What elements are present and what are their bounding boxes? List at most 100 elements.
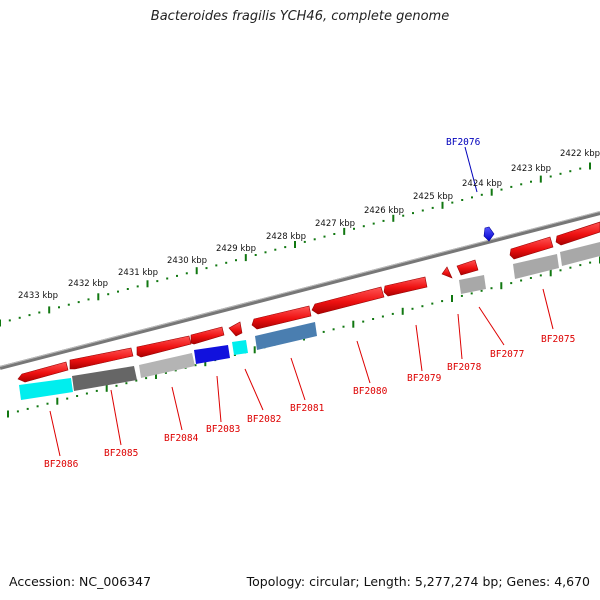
- gene-BF2077[interactable]: BF2077: [456, 259, 524, 360]
- ruler-minor-tick: [362, 225, 365, 228]
- kbp-label: 2424 kbp: [462, 179, 502, 189]
- ruler-minor-tick: [421, 305, 424, 308]
- gene-arrow[interactable]: [251, 305, 312, 330]
- ruler-minor-tick: [579, 167, 582, 170]
- ruler-major-tick: [97, 293, 100, 301]
- ruler-minor-tick: [156, 280, 159, 283]
- ruler-minor-tick: [264, 251, 267, 254]
- gene-label[interactable]: BF2081: [290, 403, 325, 414]
- gene-BF2086[interactable]: BF2086: [17, 361, 79, 470]
- ruler-minor-tick: [530, 180, 532, 183]
- gene-BF2076[interactable]: BF2076: [446, 137, 495, 242]
- kbp-label: 2425 kbp: [413, 192, 453, 202]
- gene-label[interactable]: BF2076: [446, 137, 481, 148]
- ruler-major-tick: [48, 306, 51, 314]
- ruler-minor-tick: [235, 259, 237, 262]
- gene-label[interactable]: BF2077: [490, 349, 524, 360]
- ruler-minor-tick: [559, 269, 562, 272]
- ruler-minor-tick: [194, 364, 197, 367]
- gene-arrow[interactable]: [228, 321, 243, 337]
- gene-arrow[interactable]: [509, 236, 554, 260]
- gene-feature-bar[interactable]: [255, 322, 317, 350]
- ruler-major-tick: [392, 214, 395, 222]
- gene-label[interactable]: BF2085: [104, 448, 138, 459]
- gene-arrow[interactable]: [555, 221, 600, 246]
- ruler-minor-tick: [87, 298, 90, 301]
- gene-arrow[interactable]: [456, 259, 479, 276]
- kbp-label: 2428 kbp: [266, 232, 306, 242]
- gene-feature-bar[interactable]: [19, 378, 73, 400]
- ruler-major-tick: [155, 372, 157, 379]
- ruler-minor-tick: [135, 379, 138, 382]
- ruler-minor-tick: [353, 227, 355, 230]
- gene-BF2075[interactable]: BF2075: [509, 221, 600, 345]
- ruler-minor-tick: [480, 193, 483, 196]
- ruler-minor-tick: [136, 285, 139, 288]
- gene-BF2078[interactable]: BF2078: [441, 266, 482, 373]
- ruler-minor-tick: [510, 282, 513, 285]
- gene-BF2085[interactable]: BF2085: [69, 347, 138, 459]
- ruler-minor-tick: [510, 185, 513, 188]
- ruler-minor-tick: [115, 384, 118, 387]
- gene-label[interactable]: BF2086: [44, 459, 79, 470]
- gene-BF2081[interactable]: BF2081: [251, 305, 325, 414]
- ruler-minor-tick: [490, 287, 493, 290]
- ruler-minor-tick: [95, 389, 98, 392]
- gene-arrow[interactable]: [311, 286, 385, 315]
- ruler-minor-tick: [421, 209, 424, 212]
- gene-label[interactable]: BF2079: [407, 373, 442, 384]
- gene-BF2079[interactable]: BF2079: [383, 276, 442, 384]
- ruler-major-tick: [146, 280, 149, 288]
- gene-label[interactable]: BF2083: [206, 424, 240, 435]
- ruler-minor-tick: [322, 330, 325, 333]
- ruler-minor-tick: [323, 235, 326, 238]
- gene-BF2080[interactable]: BF2080: [311, 286, 388, 397]
- kbp-label: 2431 kbp: [118, 268, 158, 278]
- gene-feature-bar[interactable]: [194, 345, 230, 364]
- gene-arrow[interactable]: [69, 347, 134, 370]
- ruler-minor-tick: [460, 294, 463, 297]
- gene-BF2082[interactable]: BF2082: [228, 321, 281, 425]
- gene-feature-bar[interactable]: [560, 242, 600, 266]
- ruler-minor-tick: [67, 303, 70, 306]
- ruler-minor-tick: [579, 264, 582, 267]
- ruler-minor-tick: [412, 212, 414, 215]
- ruler-minor-tick: [391, 312, 394, 315]
- gene-track: BF2086 BF2085 BF2084 BF2083 BF20: [17, 137, 600, 470]
- gene-arrow[interactable]: [441, 266, 453, 279]
- ruler-minor-tick: [569, 170, 572, 173]
- gene-arrow[interactable]: [483, 226, 495, 242]
- ruler-minor-tick: [205, 267, 208, 270]
- gene-BF2083[interactable]: BF2083: [190, 326, 240, 435]
- ruler-minor-tick: [166, 277, 169, 280]
- ruler-minor-tick: [461, 199, 464, 201]
- gene-label[interactable]: BF2084: [164, 433, 199, 444]
- ruler-minor-tick: [362, 320, 365, 323]
- ruler-major-tick: [244, 254, 247, 262]
- gene-BF2084[interactable]: BF2084: [136, 335, 199, 444]
- ruler-minor-tick: [174, 369, 177, 372]
- ruler-minor-tick: [126, 288, 129, 290]
- gene-arrow[interactable]: [17, 361, 69, 383]
- gene-label[interactable]: BF2075: [541, 334, 575, 345]
- gene-arrow[interactable]: [383, 276, 428, 297]
- ruler-major-tick: [56, 397, 59, 405]
- ruler-minor-tick: [480, 289, 483, 292]
- gene-label[interactable]: BF2082: [247, 414, 281, 425]
- ruler-minor-tick: [185, 272, 188, 275]
- gene-feature-bar[interactable]: [513, 254, 559, 279]
- gene-label[interactable]: BF2078: [447, 362, 482, 373]
- gene-arrow[interactable]: [136, 335, 192, 358]
- gene-feature-bar[interactable]: [72, 366, 137, 391]
- kbp-label: 2427 kbp: [315, 219, 355, 229]
- gene-feature-bar[interactable]: [139, 353, 195, 378]
- ruler-major-tick: [401, 307, 404, 315]
- gene-arrow[interactable]: [190, 326, 225, 345]
- ruler-major-tick: [204, 359, 207, 367]
- ruler-minor-tick: [164, 371, 167, 374]
- gene-feature-bar[interactable]: [232, 340, 248, 355]
- gene-feature-bar[interactable]: [459, 275, 486, 294]
- gene-label[interactable]: BF2080: [353, 386, 388, 397]
- upper-ruler: [0, 162, 591, 327]
- ruler-major-tick: [451, 295, 453, 302]
